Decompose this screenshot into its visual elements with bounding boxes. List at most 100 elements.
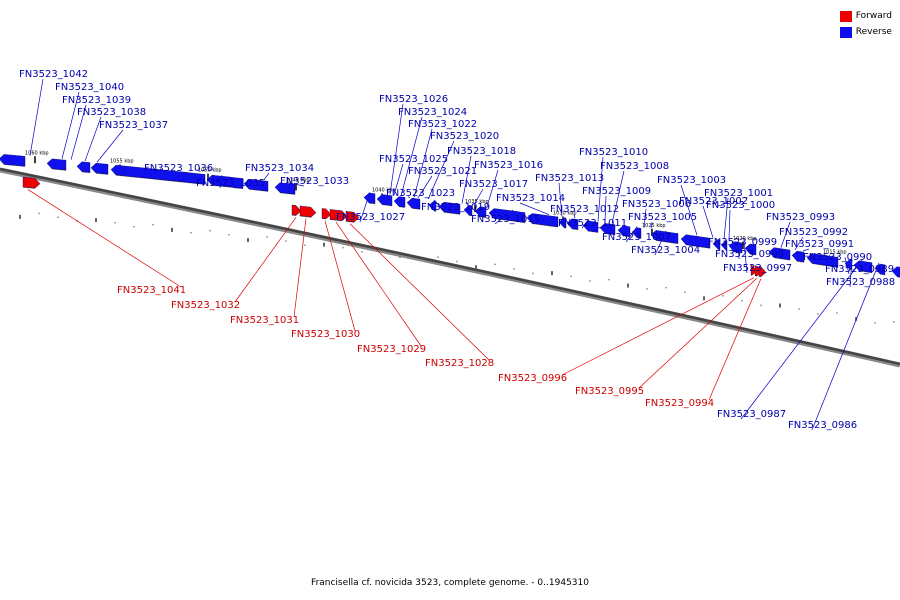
scale-label: 1030 kbp	[553, 211, 577, 217]
reverse-gene-17-shade	[493, 217, 526, 224]
reverse-gene-11	[393, 196, 406, 208]
reverse-gene-connector	[643, 208, 647, 228]
reverse-gene-22-shade	[604, 232, 616, 236]
reverse-gene-connector	[486, 169, 499, 207]
reverse-gene-connector	[604, 195, 607, 223]
reverse-gene-connector	[680, 184, 698, 236]
reverse-gene-1-shade	[3, 163, 26, 167]
reverse-gene-label: FN3523_1033	[280, 176, 349, 187]
label-connectors	[27, 78, 880, 431]
reverse-gene-connector	[427, 140, 455, 200]
backbone	[0, 167, 900, 366]
reverse-gene-label: FN3523_0999	[708, 237, 777, 248]
reverse-gene-label: FN3523_1009	[582, 186, 651, 197]
forward-gene-2	[291, 204, 302, 216]
reverse-gene-label: FN3523_1004	[631, 245, 700, 256]
reverse-gene-9-shade	[368, 202, 376, 205]
scale-label: 1060 kbp	[25, 150, 49, 156]
forward-gene-connector	[234, 217, 297, 303]
reverse-gene-label: FN3523_0998	[715, 249, 784, 260]
reverse-gene-1	[0, 154, 26, 167]
reverse-gene-23	[617, 225, 631, 238]
reverse-gene-label: FN3523_1034	[245, 163, 314, 174]
reverse-gene-label: FN3523_1000	[706, 200, 775, 211]
reverse-gene-connector	[573, 213, 576, 219]
reverse-gene-18-shade	[531, 222, 559, 228]
forward-gene-connector	[293, 218, 307, 318]
reverse-gene-33	[806, 253, 839, 268]
reverse-gene-connector	[61, 91, 80, 159]
reverse-gene-connector	[597, 156, 604, 222]
reverse-gene-label: FN3523_1019	[421, 202, 490, 213]
reverse-gene-connector	[29, 78, 44, 156]
reverse-gene-connector	[611, 170, 625, 224]
legend-label-forward: Forward	[855, 11, 892, 21]
reverse-gene-32-shade	[796, 260, 805, 263]
forward-gene-connector	[708, 278, 762, 401]
reverse-gene-7	[243, 178, 269, 192]
reverse-gene-label: FN3523_1014	[496, 193, 565, 204]
reverse-gene-3-shade	[81, 171, 91, 174]
reverse-gene-24	[631, 227, 642, 239]
reverse-gene-9	[363, 192, 376, 204]
forward-gene-3	[299, 205, 317, 218]
forward-gene-6	[345, 211, 360, 223]
reverse-gene-2	[46, 158, 67, 171]
scale-label: 1015 kbp	[823, 250, 847, 256]
reverse-gene-6-shade	[211, 184, 244, 190]
scale-label: 1035 kbp	[465, 199, 489, 205]
gene-track	[0, 154, 900, 278]
reverse-gene-25-shade	[655, 239, 679, 245]
reverse-gene-15	[463, 205, 473, 216]
reverse-gene-label: FN3523_1023	[386, 188, 455, 199]
forward-gene-connector	[27, 189, 182, 288]
reverse-gene-label: FN3523_1001	[704, 188, 773, 199]
reverse-gene-13	[428, 200, 437, 212]
reverse-gene-24-shade	[637, 237, 642, 239]
reverse-gene-2-shade	[51, 168, 67, 171]
reverse-gene-5	[110, 164, 206, 185]
reverse-gene-31	[768, 247, 791, 261]
reverse-gene-label: FN3523_1035	[196, 178, 265, 189]
reverse-gene-connector	[558, 182, 563, 217]
reverse-gene-19	[558, 217, 567, 229]
reverse-gene-7-shade	[248, 188, 269, 192]
forward-gene-5	[329, 209, 348, 222]
forward-gene-4-shade	[321, 217, 326, 220]
reverse-gene-4	[90, 162, 109, 175]
reverse-gene-16-shade	[479, 216, 487, 219]
reverse-gene-6	[206, 174, 244, 189]
reverse-gene-21-shade	[587, 230, 599, 233]
reverse-gene-30-shade	[749, 253, 757, 256]
reverse-gene-label: FN3523_1008	[600, 161, 669, 172]
reverse-gene-label: FN3523_0997	[723, 263, 792, 274]
reverse-gene-label: FN3523_1021	[408, 166, 477, 177]
forward-gene-7	[750, 265, 758, 276]
reverse-gene-8-shade	[279, 192, 296, 195]
reverse-gene-30	[744, 243, 757, 256]
reverse-gene-3	[76, 161, 91, 173]
reverse-gene-label: FN3523_1024	[398, 107, 467, 118]
reverse-gene-label: FN3523_0992	[779, 227, 848, 238]
reverse-gene-10-shade	[381, 203, 393, 207]
reverse-gene-17	[488, 208, 526, 223]
reverse-gene-label: FN3523_1010	[579, 147, 648, 158]
reverse-gene-29	[728, 241, 743, 254]
reverse-gene-connector	[389, 103, 404, 195]
reverse-gene-connector	[519, 202, 550, 216]
genome-caption: Francisella cf. novicida 3523, complete …	[311, 578, 589, 588]
forward-gene-connector	[638, 277, 758, 389]
forward-gene-label: FN3523_1031	[230, 315, 299, 326]
reverse-gene-connector	[400, 116, 423, 196]
reverse-gene-label: FN3523_1002	[679, 196, 748, 207]
reverse-gene-label: FN3523_1042	[19, 69, 88, 80]
reverse-gene-21	[582, 220, 599, 233]
reverse-gene-25	[650, 230, 679, 244]
reverse-gene-label: FN3523_1022	[408, 119, 477, 130]
reverse-gene-label: FN3523_0986	[788, 420, 857, 431]
reverse-gene-label: FN3523_0988	[826, 277, 895, 288]
scale-label: 1045 kbp	[286, 177, 310, 183]
reverse-gene-23-shade	[622, 235, 631, 238]
reverse-gene-label: FN3523_0993	[766, 212, 835, 223]
